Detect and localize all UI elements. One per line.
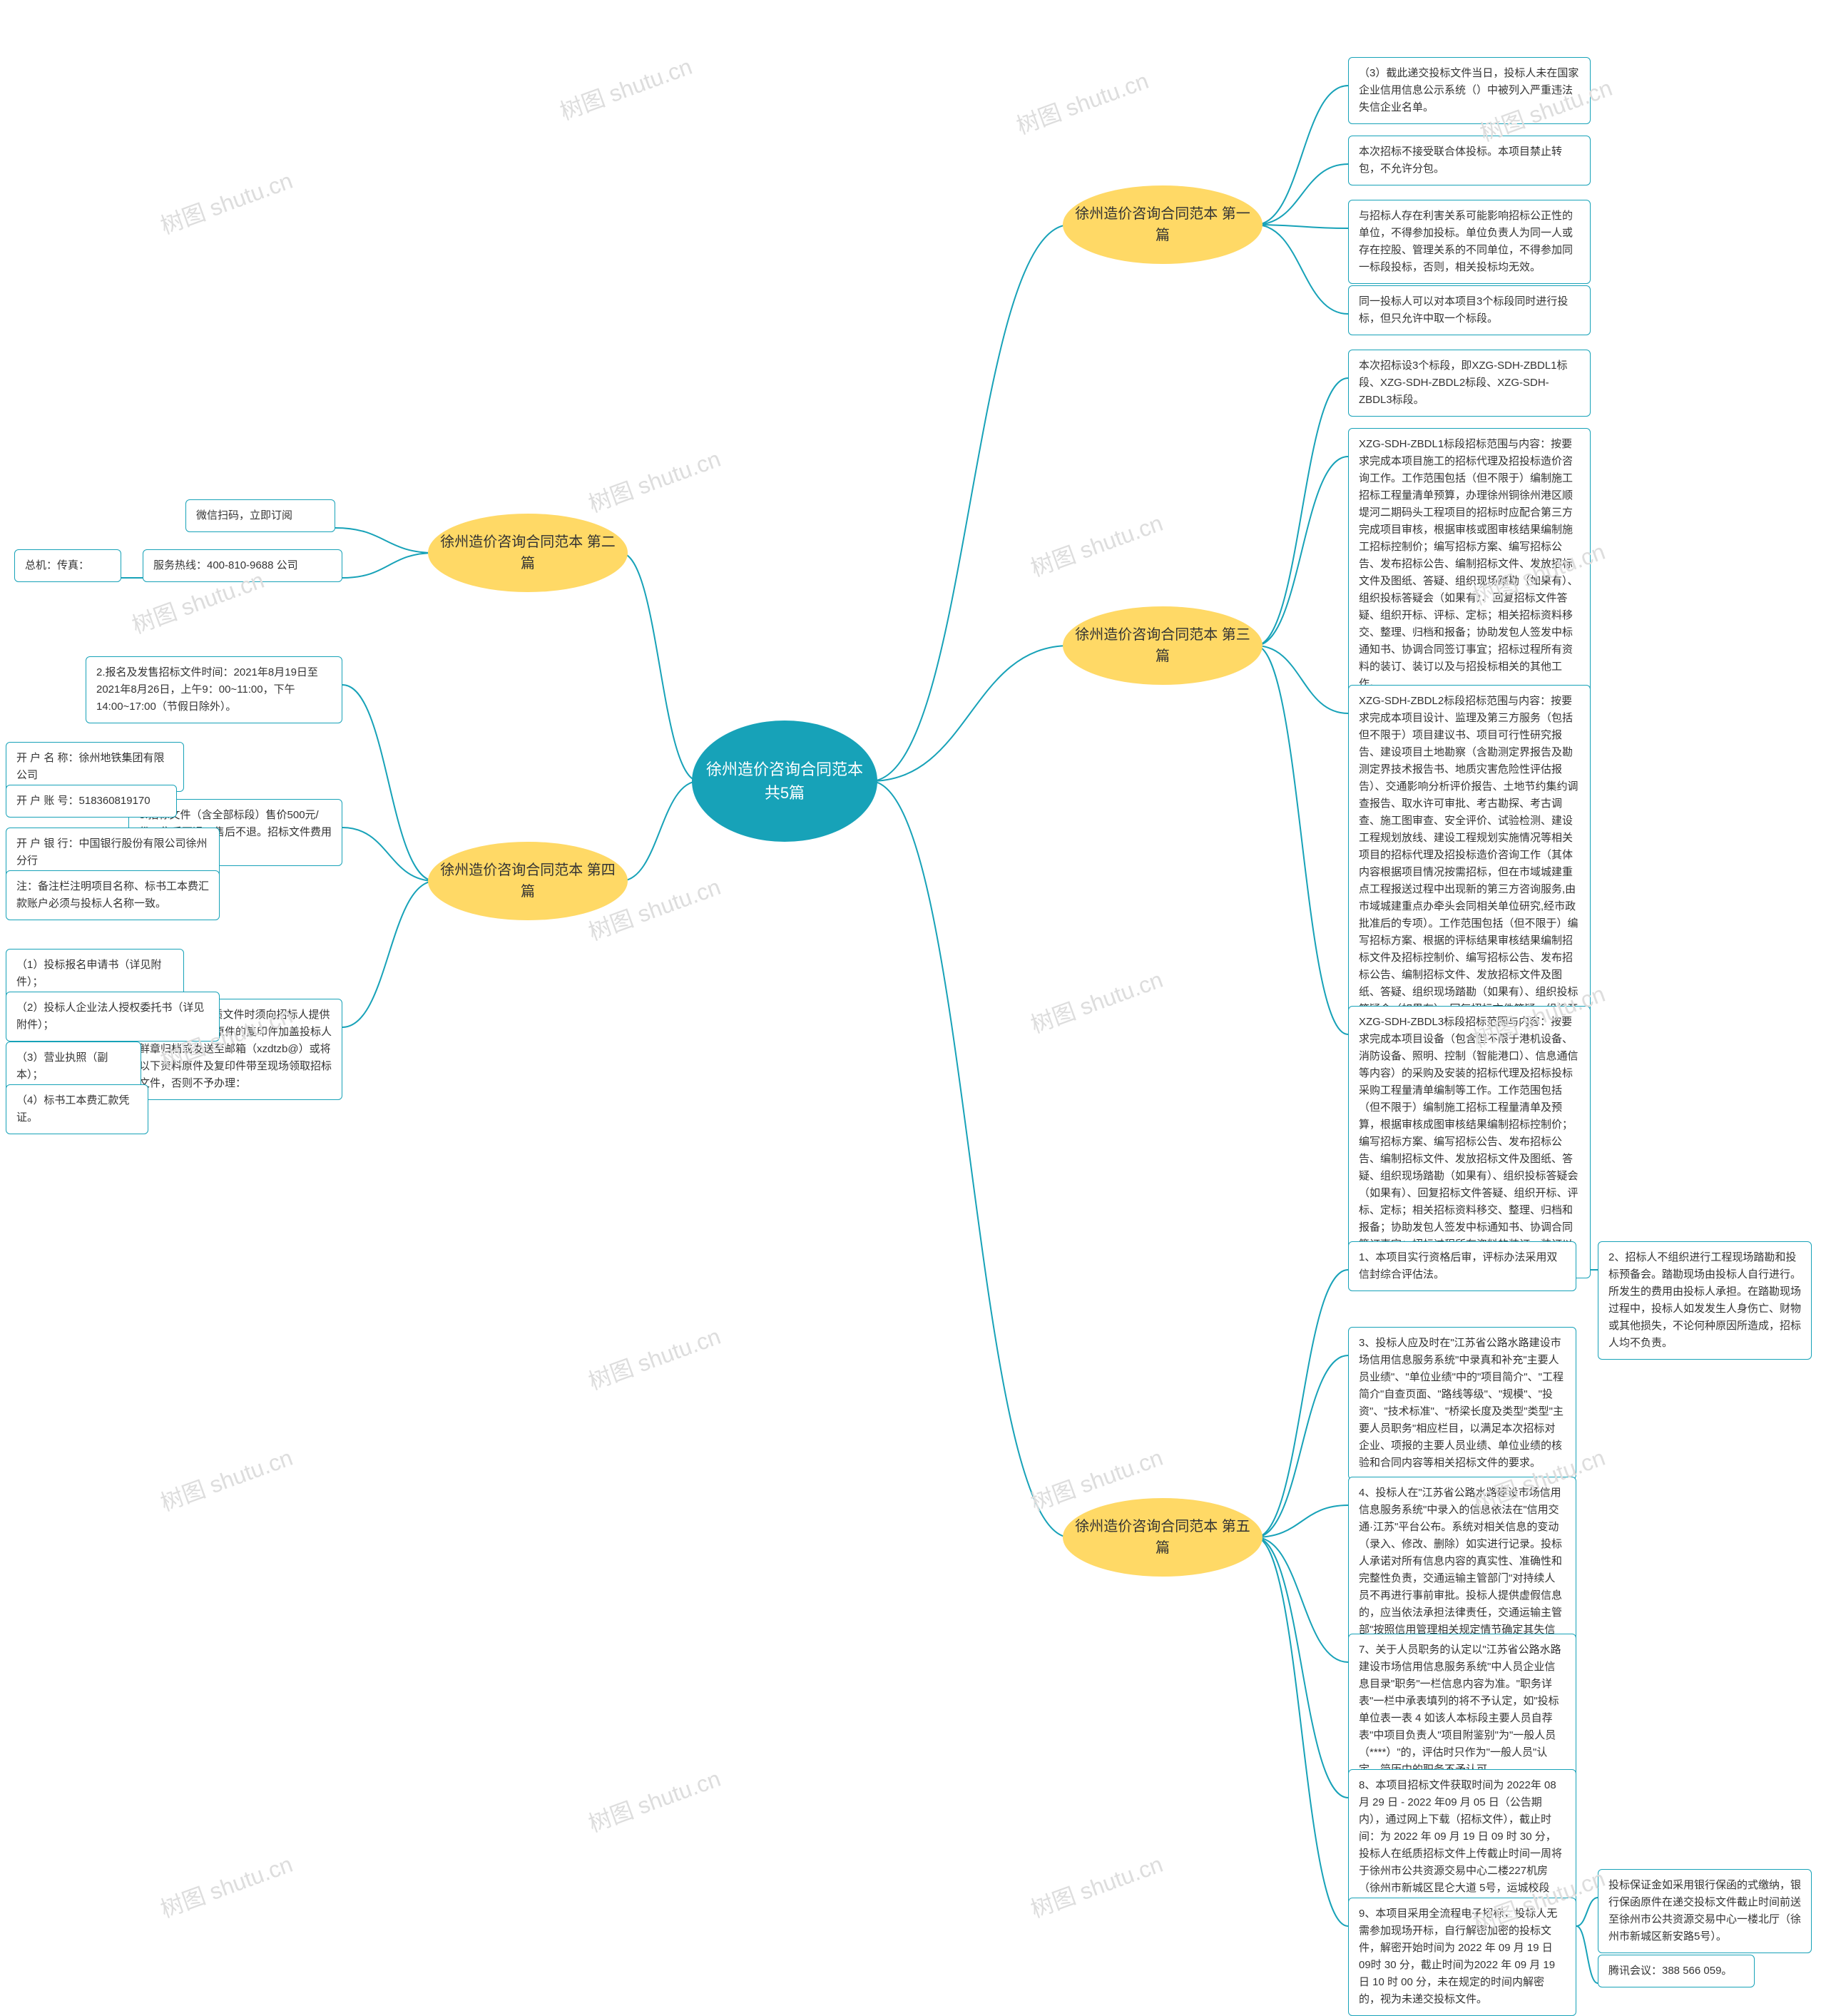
- section-node: 徐州造价咨询合同范本 第二篇: [428, 514, 628, 592]
- leaf-node: （3）截此递交投标文件当日，投标人未在国家企业信用信息公示系统（）中被列入严重违…: [1348, 57, 1591, 124]
- leaf-node: 同一投标人可以对本项目3个标段同时进行投标，但只允许中取一个标段。: [1348, 285, 1591, 335]
- leaf-node: 微信扫码，立即订阅: [185, 499, 335, 532]
- leaf-node: 2、招标人不组织进行工程现场踏勘和投标预备会。踏勘现场由投标人自行进行。所发生的…: [1598, 1241, 1812, 1360]
- leaf-node: 投标保证金如采用银行保函的式缴纳，银行保函原件在递交投标文件截止时间前送至徐州市…: [1598, 1869, 1812, 1953]
- leaf-node: （2）投标人企业法人授权委托书（详见附件）；: [6, 992, 220, 1042]
- leaf-node: 3、投标人应及时在"江苏省公路水路建设市场信用信息服务系统"中录真和补充"主要人…: [1348, 1327, 1576, 1480]
- leaf-node: 注：备注栏注明项目名称、标书工本费汇款账户必须与投标人名称一致。: [6, 870, 220, 920]
- leaf-node: XZG-SDH-ZBDL1标段招标范围与内容：按要求完成本项目施工的招标代理及招…: [1348, 428, 1591, 701]
- section-node: 徐州造价咨询合同范本 第五篇: [1063, 1498, 1263, 1577]
- leaf-node: 总机：传真：: [14, 549, 121, 582]
- leaf-node: XZG-SDH-ZBDL3标段招标范围与内容：按要求完成本项目设备（包含但不限于…: [1348, 1006, 1591, 1278]
- leaf-node: 腾讯会议：388 566 059。: [1598, 1955, 1755, 1987]
- leaf-node: 9、本项目采用全流程电子招标，投标人无需参加现场开标，自行解密加密的投标文件，解…: [1348, 1898, 1576, 2016]
- leaf-node: 本次招标设3个标段，即XZG-SDH-ZBDL1标段、XZG-SDH-ZBDL2…: [1348, 350, 1591, 417]
- section-node: 徐州造价咨询合同范本 第三篇: [1063, 606, 1263, 685]
- section-node: 徐州造价咨询合同范本 第四篇: [428, 842, 628, 920]
- leaf-node: 1、本项目实行资格后审，评标办法采用双信封综合评估法。: [1348, 1241, 1576, 1291]
- leaf-node: 本次招标不接受联合体投标。本项目禁止转包，不允许分包。: [1348, 136, 1591, 185]
- section-node: 徐州造价咨询合同范本 第一篇: [1063, 185, 1263, 264]
- leaf-node: 2.报名及发售招标文件时间：2021年8月19日至2021年8月26日，上午9：…: [86, 656, 342, 723]
- leaf-node: 开 户 账 号：518360819170: [6, 785, 177, 818]
- center-node: 徐州造价咨询合同范本共5篇: [692, 721, 877, 842]
- leaf-node: （4）标书工本费汇款凭证。: [6, 1084, 148, 1134]
- leaf-node: 服务热线：400-810-9688 公司: [143, 549, 342, 582]
- leaf-node: 7、关于人员职务的认定以"江苏省公路水路建设市场信用信息服务系统"中人员企业信息…: [1348, 1634, 1576, 1786]
- leaf-node: 与招标人存在利害关系可能影响招标公正性的单位，不得参加投标。单位负责人为同一人或…: [1348, 200, 1591, 284]
